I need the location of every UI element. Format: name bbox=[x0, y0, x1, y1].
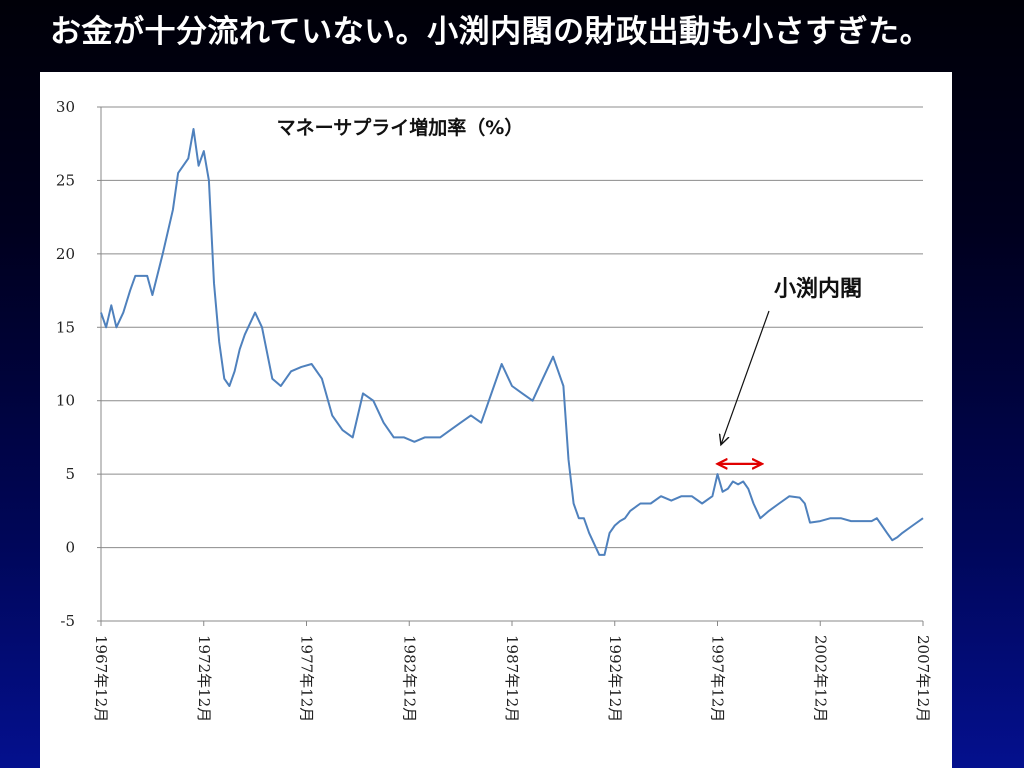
y-tick-label: 30 bbox=[56, 98, 75, 116]
y-tick-label: 15 bbox=[56, 318, 75, 336]
chart-panel: 30 25 20 15 10 5 0 -5 1967年12月 1972年12月 1977年12月 1… bbox=[40, 72, 952, 768]
x-tick-label: 1977年12月 bbox=[298, 635, 316, 722]
x-tick-label: 1972年12月 bbox=[195, 635, 213, 722]
slide-title: お金が十分流れていない。小渕内閣の財政出動も小さすぎた。 bbox=[50, 14, 932, 50]
y-tick-label: 0 bbox=[65, 539, 75, 557]
x-tick-label: 2007年12月 bbox=[914, 635, 932, 722]
y-tick-label: -5 bbox=[60, 612, 75, 630]
x-tick-label: 2002年12月 bbox=[811, 635, 829, 722]
series-line bbox=[100, 128, 924, 556]
x-tick-label: 1967年12月 bbox=[92, 635, 110, 722]
x-tick-label: 1992年12月 bbox=[606, 635, 624, 722]
gridlines bbox=[101, 106, 923, 622]
annotation-layer: 小渕内閣 bbox=[718, 276, 862, 464]
y-tick-label: 25 bbox=[56, 171, 75, 189]
annotation-pointer-arrow bbox=[721, 310, 770, 445]
chart-title: マネーサプライ増加率（%） bbox=[277, 116, 524, 139]
y-tick-label: 5 bbox=[65, 465, 75, 483]
annotation-label: 小渕内閣 bbox=[774, 276, 862, 302]
axes bbox=[97, 106, 924, 626]
x-tick-label: 1997年12月 bbox=[709, 635, 727, 722]
x-tick-labels: 1967年12月 1972年12月 1977年12月 1982年12月 1987年12月… bbox=[92, 635, 932, 722]
y-tick-labels: 30 25 20 15 10 5 0 -5 bbox=[56, 98, 75, 630]
y-tick-label: 20 bbox=[56, 245, 75, 263]
x-tick-label: 1982年12月 bbox=[400, 635, 418, 722]
y-tick-label: 10 bbox=[56, 392, 75, 410]
series-layer bbox=[100, 128, 924, 556]
x-tick-label: 1987年12月 bbox=[503, 635, 521, 722]
